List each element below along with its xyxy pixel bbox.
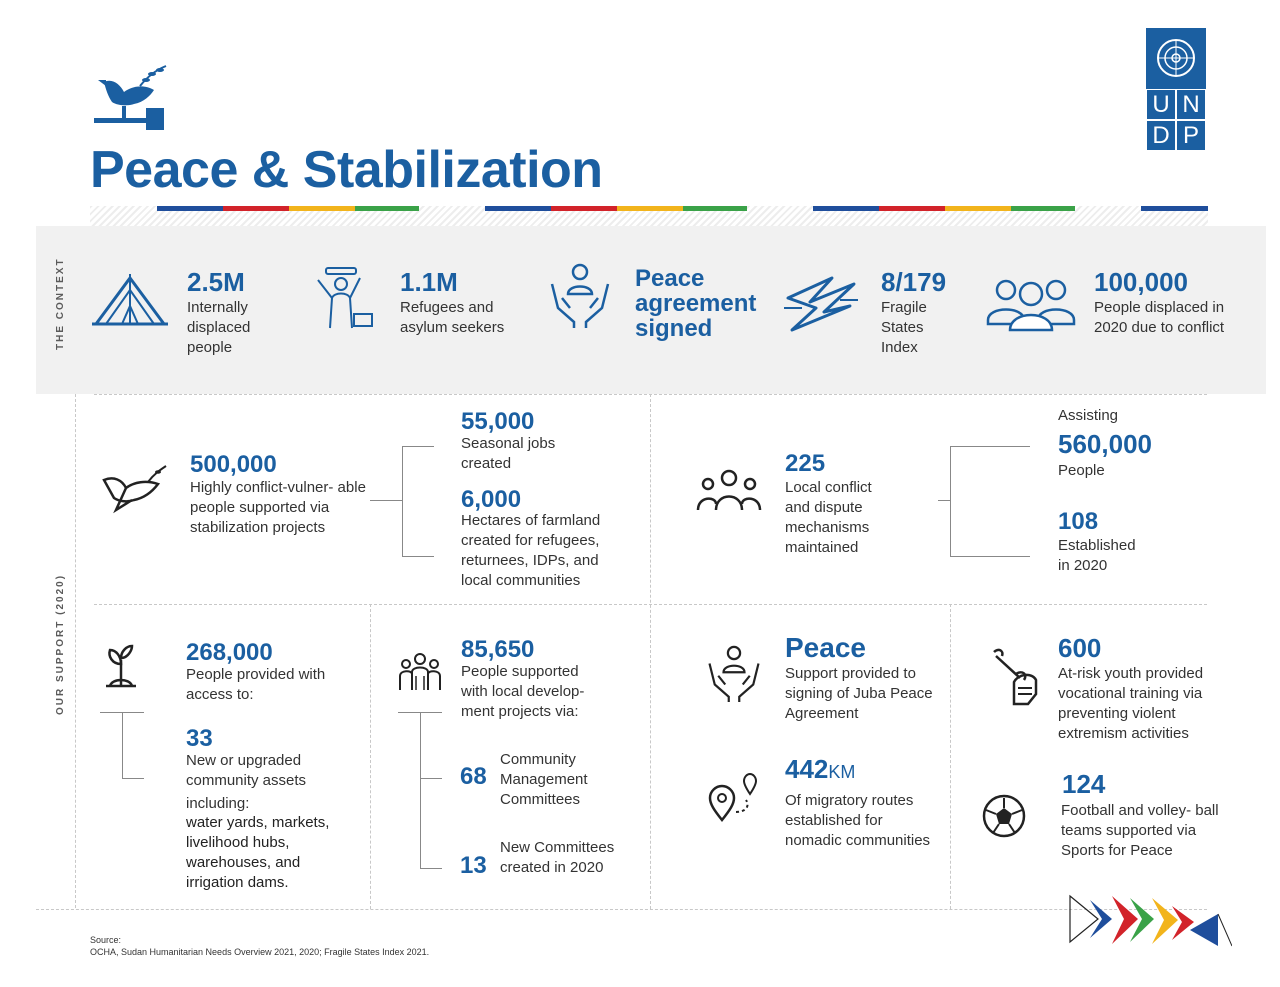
fist-wrench-icon [993,648,1038,706]
committees-text: Community Management Committees [500,751,588,808]
context-text-idp: Internally displaced people [187,299,251,356]
seasonal-jobs-value: 55,000 [461,408,535,435]
dove-gavel-icon [94,65,167,130]
source-label: Source: [90,935,122,945]
stabilization-text: Highly conflict-vulner- able people supp… [190,479,366,536]
new-committees-text: New Committees created in 2020 [500,839,615,876]
logo-letter: U [1146,89,1176,120]
chevron-arrows-icon [1069,894,1232,947]
seasonal-jobs-text: Seasonal jobs created [461,435,556,472]
youth-value: 600 [1058,633,1102,663]
mechanisms-value: 225 [785,450,826,477]
context-label: THE CONTEXT [55,257,66,350]
context-text-displaced: People displaced in 2020 due to conflict [1094,299,1225,336]
people-group-icon [986,279,1076,332]
context-value-peace-agreement: Peace agreement signed [635,265,757,342]
development-text: People supported with local develop- men… [461,663,585,720]
fragility-icon [784,276,858,332]
plant-icon [106,644,136,688]
hands-person-icon [708,645,760,702]
context-value-displaced: 100,000 [1094,267,1188,297]
team-icon [399,653,441,690]
assisting-value: 560,000 [1058,429,1152,459]
established-text: Established in 2020 [1058,537,1136,574]
routes-value-line: 442KM [785,755,855,786]
development-value: 85,650 [461,636,535,663]
juba-value: Peace [785,632,866,663]
hands-person-icon [550,263,610,328]
context-value-idp: 2.5M [187,267,245,297]
logo-letter: D [1146,120,1176,151]
stabilization-value: 500,000 [190,451,277,478]
routes-unit: KM [828,762,856,782]
context-value-refugees: 1.1M [400,267,458,297]
sports-text: Football and volley- ball teams supporte… [1061,802,1219,859]
assisting-text: People [1058,462,1105,479]
context-text-fragile-states: Fragile States Index [881,299,927,356]
established-value: 108 [1058,508,1099,535]
juba-text: Support provided to signing of Juba Peac… [785,665,933,722]
community-icon [696,469,762,511]
including-label: including: [186,795,250,812]
refugee-icon [317,267,373,329]
header-divider [90,206,1208,226]
assets-text: People provided with access to: [186,666,326,703]
community-assets-text: New or upgraded community assets [186,752,307,789]
tent-icon [92,274,168,326]
routes-text: Of migratory routes established for noma… [785,792,931,849]
football-icon [982,794,1026,838]
logo-letter: P [1176,120,1206,151]
source-text: OCHA, Sudan Humanitarian Needs Overview … [90,947,430,957]
routes-value: 442 [785,754,829,784]
support-label: OUR SUPPORT (2020) [55,573,66,715]
dove-icon [102,465,167,514]
route-pin-icon [708,772,758,823]
un-emblem-icon [1157,39,1195,77]
assets-list: water yards, markets, livelihood hubs, w… [186,814,330,891]
context-value-fragile-states: 8/179 [881,267,947,297]
community-assets-value: 33 [186,725,213,752]
farmland-value: 6,000 [461,486,522,513]
logo-letter: N [1176,89,1206,120]
farmland-text: Hectares of farmland created for refugee… [461,512,601,589]
assets-value: 268,000 [186,639,273,666]
youth-text: At-risk youth provided vocational traini… [1058,665,1204,742]
context-text-refugees: Refugees and asylum seekers [400,299,505,336]
committees-value: 68 [460,763,487,790]
sports-value: 124 [1062,769,1106,799]
assisting-prefix: Assisting [1058,407,1119,424]
undp-logo: U N D P [1146,28,1206,151]
new-committees-value: 13 [460,852,487,879]
undp-letters: U N D P [1146,89,1206,151]
page-title: Peace & Stabilization [90,141,603,199]
source-note: Source: OCHA, Sudan Humanitarian Needs O… [90,934,429,958]
mechanisms-text: Local conflict and dispute mechanisms ma… [785,479,872,556]
